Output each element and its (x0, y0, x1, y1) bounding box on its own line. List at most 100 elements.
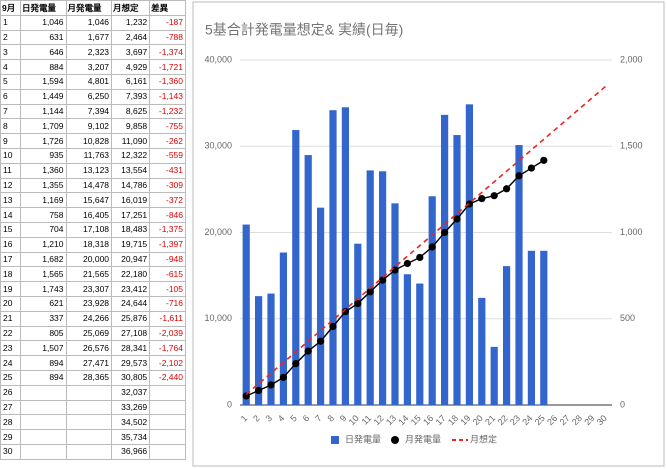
column-header: 日発電量 (19, 0, 67, 16)
table-row: 6 1,449 6,250 7,393 -1,143 (0, 88, 186, 105)
cell: 1,743 (19, 281, 67, 297)
bar (503, 266, 511, 405)
cell: 1,565 (19, 266, 67, 283)
cell (19, 429, 67, 445)
cell: 11,090 (111, 133, 151, 149)
cell: 337 (19, 310, 67, 327)
cell: -262 (149, 133, 186, 149)
column-header: 月発電量 (65, 0, 113, 16)
y-tick-label: 0 (227, 399, 232, 409)
cell (19, 414, 67, 431)
bar (354, 243, 362, 405)
point (416, 253, 424, 262)
cell: 1,449 (19, 88, 67, 105)
cell: -559 (149, 147, 186, 164)
bar (403, 274, 411, 405)
cell: -716 (149, 295, 186, 312)
x-tick-label: 6 (301, 413, 312, 424)
x-tick-label: 7 (313, 413, 324, 424)
cell: 9,858 (111, 118, 151, 135)
cell: -846 (149, 207, 186, 223)
cell: 1,210 (19, 236, 67, 253)
cell: -2,102 (149, 355, 186, 371)
header-row: 9月 日発電量 月発電量 月想定 差異 (0, 0, 186, 16)
cell: 884 (19, 59, 67, 75)
cell: 22 (0, 325, 21, 342)
table-row: 8 1,709 9,102 9,858 -755 (0, 118, 186, 135)
column-header: 9月 (0, 0, 21, 16)
bar (490, 346, 498, 405)
cell: 36,966 (111, 443, 151, 460)
cell: -948 (149, 251, 186, 268)
table-row: 2 631 1,677 2,464 -788 (0, 29, 186, 46)
y-tick-label: 40,000 (204, 54, 232, 64)
cell: 27,108 (111, 325, 151, 342)
cell: 9 (0, 133, 21, 149)
cell: 3,207 (65, 59, 113, 75)
point (354, 299, 362, 308)
table-row: 13 1,169 15,647 16,019 -372 (0, 192, 186, 209)
y2-tick-label: 2,000 (620, 54, 643, 64)
bar (317, 207, 325, 405)
cell (149, 443, 186, 460)
sheet-table: 9月 日発電量 月発電量 月想定 差異 1 1,046 1,046 1,232 -187 2 631 1… (0, 0, 186, 460)
cell: 22,180 (111, 266, 151, 283)
cell: 8,625 (111, 103, 151, 120)
table-row: 5 1,594 4,801 6,161 -1,360 (0, 73, 186, 90)
cell: -1,397 (149, 236, 186, 253)
cell (65, 384, 113, 401)
x-tick-label: 4 (276, 413, 287, 424)
bar (242, 224, 250, 405)
cell: 758 (19, 207, 67, 223)
cell: 1,726 (19, 133, 67, 149)
x-tick-label: 5 (288, 413, 299, 424)
table-row: 30 36,966 (0, 443, 186, 460)
cell: 23,412 (111, 281, 151, 297)
bar (304, 155, 312, 405)
legend-swatch (331, 436, 339, 444)
cell: -788 (149, 29, 186, 46)
point (329, 322, 337, 331)
table-row: 17 1,682 20,000 20,947 -948 (0, 251, 186, 268)
x-tick-label: 1 (239, 413, 250, 424)
point (255, 386, 263, 395)
cell (65, 414, 113, 431)
y2-tick-label: 0 (620, 399, 625, 409)
table-body: 1 1,046 1,046 1,232 -187 2 631 1,677 2,464 -788 3 6… (0, 14, 186, 460)
dashed-line (245, 85, 607, 395)
cell: 2 (0, 29, 21, 46)
cell: -2,039 (149, 325, 186, 342)
table-row: 4 884 3,207 4,929 -1,721 (0, 59, 186, 75)
table-row: 19 1,743 23,307 23,412 -105 (0, 281, 186, 297)
table-row: 12 1,355 14,478 14,786 -309 (0, 177, 186, 194)
table-row: 15 704 17,108 18,483 -1,375 (0, 221, 186, 238)
cell: 14 (0, 207, 21, 223)
y-tick-label: 10,000 (204, 313, 232, 323)
cell: 1 (0, 14, 21, 31)
y2-tick-label: 1,000 (620, 227, 643, 237)
cell (19, 384, 67, 401)
table-row: 10 935 11,763 12,322 -559 (0, 147, 186, 164)
point (515, 172, 523, 180)
cell: -105 (149, 281, 186, 297)
point (366, 288, 374, 296)
cell: 25,876 (111, 310, 151, 327)
point (428, 243, 436, 251)
cell: 30 (0, 443, 21, 460)
cell: -615 (149, 266, 186, 283)
cell: 935 (19, 147, 67, 164)
cell: -431 (149, 162, 186, 179)
bar (465, 104, 473, 406)
bar (527, 250, 535, 405)
cell: 1,360 (19, 162, 67, 179)
point (279, 373, 287, 381)
cell: -1,232 (149, 103, 186, 120)
cell: 23,928 (65, 295, 113, 312)
chart-title: 5基合計発電量想定& 実績(日毎) (205, 22, 403, 38)
bar (292, 130, 300, 405)
cell: 2,323 (65, 44, 113, 61)
bar (391, 203, 399, 405)
cell: -187 (149, 14, 186, 31)
cell: 26 (0, 384, 21, 401)
point (379, 276, 387, 284)
